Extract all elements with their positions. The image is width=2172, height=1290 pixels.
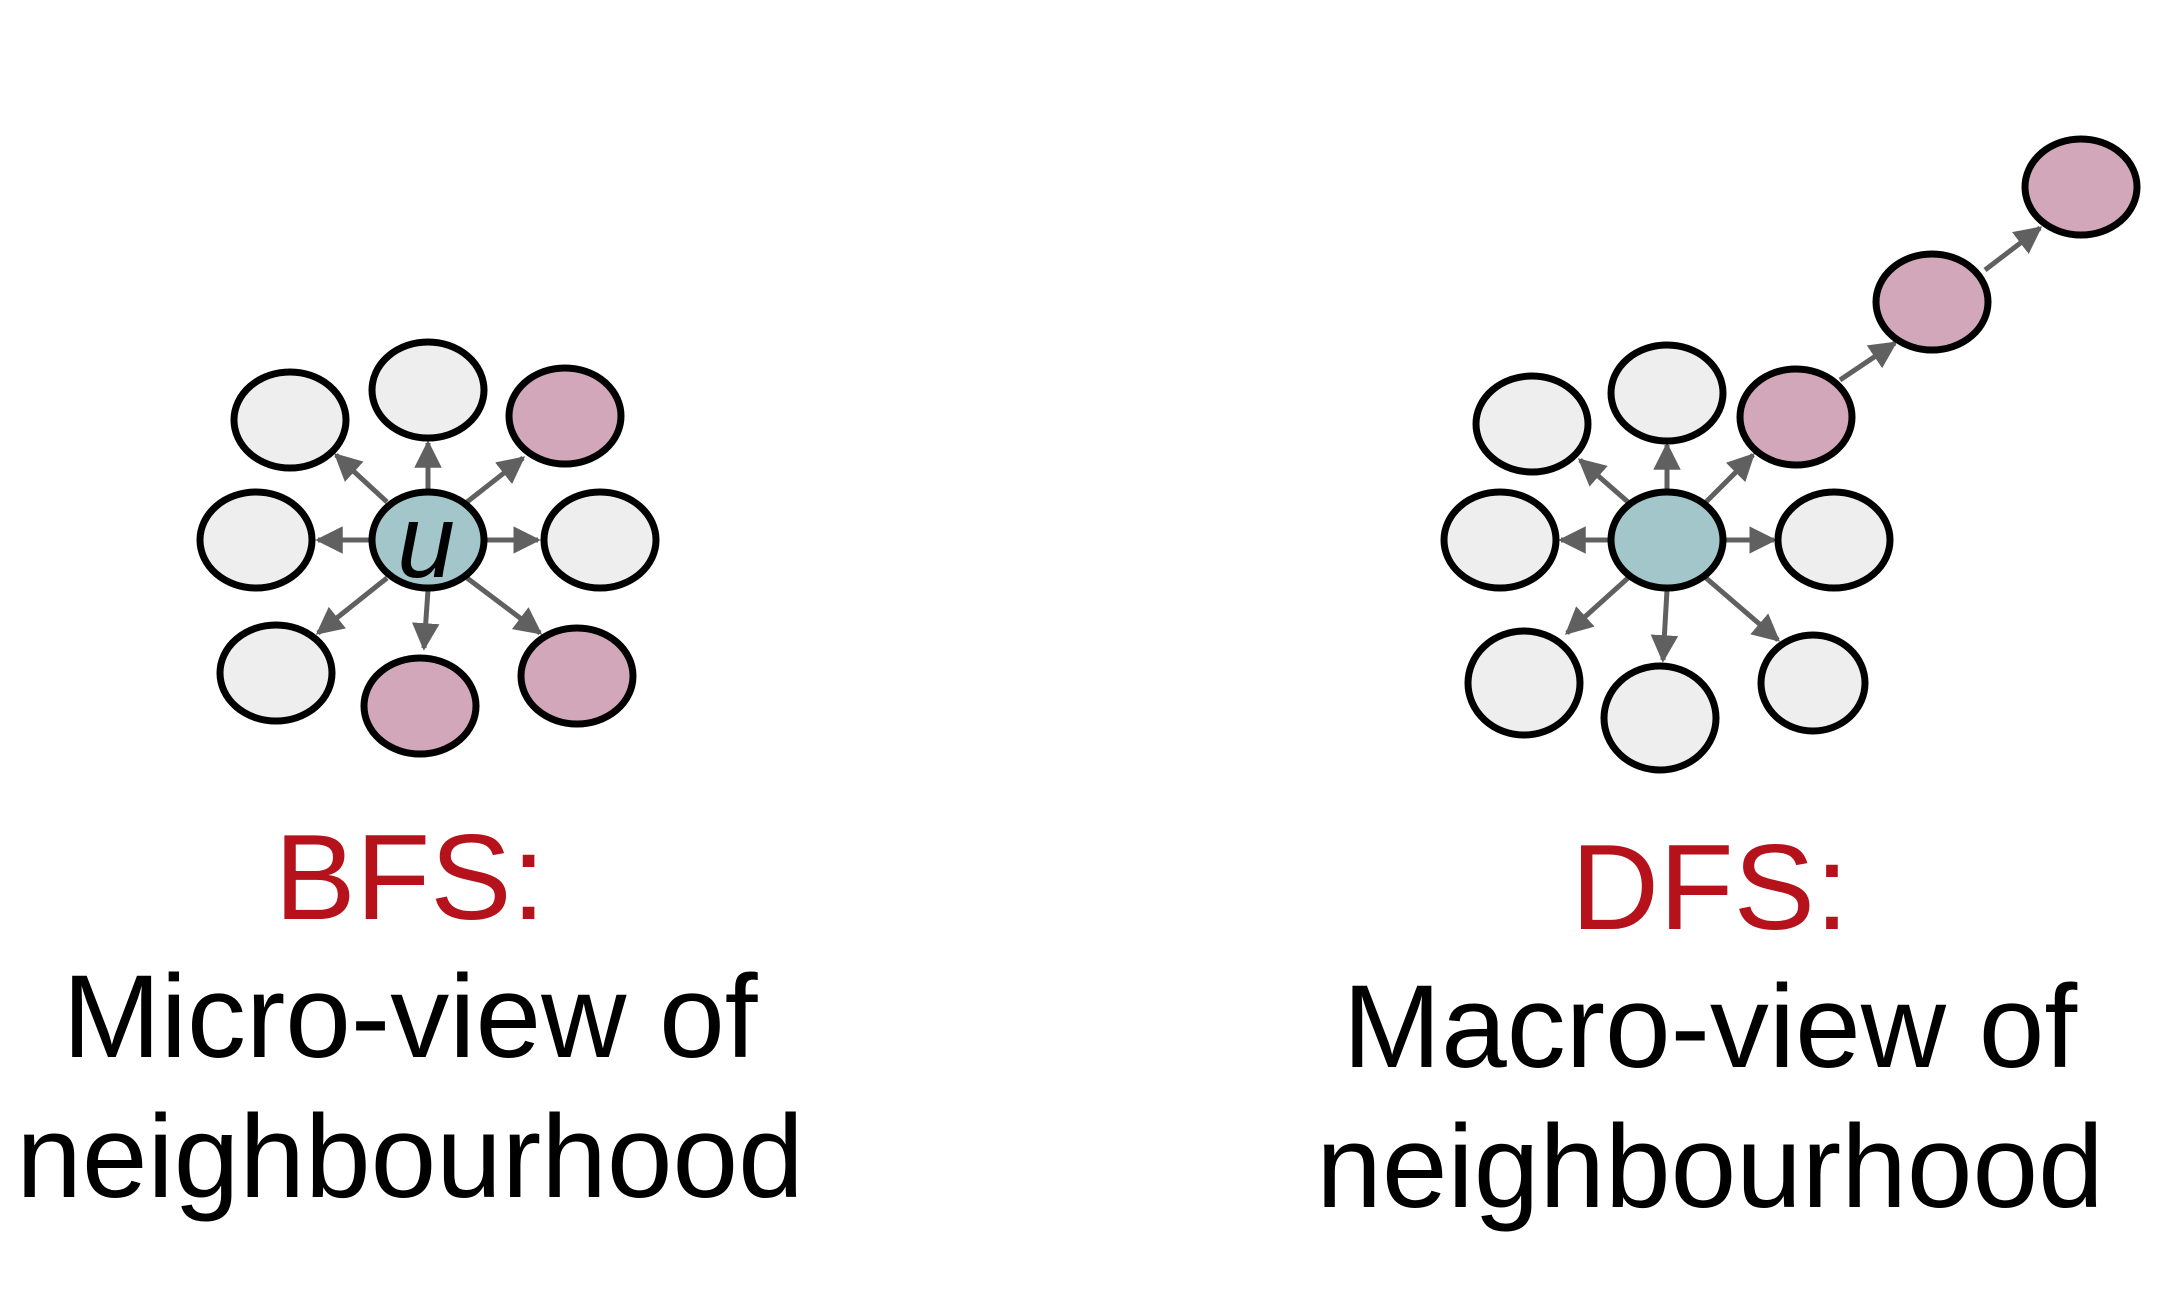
dfs-edges (1558, 226, 2043, 663)
bfs-node-right (540, 488, 660, 592)
dfs-node-chain-2 (1872, 250, 1992, 354)
dfs-node-right (1774, 488, 1894, 592)
bfs-description-line-1: Micro-view of (62, 951, 758, 1083)
bfs-edge-ul (333, 453, 389, 504)
dfs-nodes (1440, 135, 2141, 774)
bfs-heading: BFS: (274, 809, 546, 945)
dfs-description-line-1: Macro-view of (1342, 961, 2078, 1093)
dfs-node-chain-3 (2021, 135, 2141, 239)
dfs-edge-ul (1577, 458, 1630, 504)
bfs-node-lower (360, 654, 480, 758)
bfs-graph: u (196, 338, 660, 758)
dfs-node-upper (1607, 341, 1727, 445)
bfs-node-lower-right (517, 624, 637, 728)
dfs-node-upper-left (1472, 372, 1592, 476)
dfs-description-line-2: neighbourhood (1316, 1101, 2104, 1233)
dfs-edge-dl (1564, 576, 1630, 635)
dfs-graph (1440, 135, 2141, 774)
dfs-node-lower-right (1757, 631, 1869, 735)
dfs-edge-d (1650, 589, 1679, 663)
bfs-node-upper-right (505, 364, 625, 468)
dfs-caption: DFS: Macro-view of neighbourhood (1270, 826, 2150, 1226)
dfs-edge-ur (1704, 453, 1755, 504)
bfs-description-line-2: neighbourhood (16, 1091, 804, 1223)
bfs-caption: BFS: Micro-view of neighbourhood (10, 816, 810, 1216)
bfs-node-lower-left (216, 621, 336, 725)
bfs-node-upper (368, 338, 488, 442)
dfs-edge-chain-2 (1983, 226, 2043, 272)
bfs-edges (315, 440, 543, 651)
dfs-edge-dr (1704, 576, 1781, 642)
dfs-node-upper-right (1736, 365, 1856, 469)
bfs-start-node (368, 488, 488, 592)
dfs-start-node (1607, 488, 1727, 592)
dfs-heading: DFS: (1571, 819, 1849, 955)
bfs-edge-dl (315, 576, 389, 635)
dfs-node-left (1440, 488, 1560, 592)
dfs-node-lower (1600, 662, 1720, 774)
bfs-nodes: u (196, 338, 660, 758)
bfs-edge-ur (465, 456, 526, 504)
bfs-edge-d (411, 589, 440, 651)
bfs-start-node-label: u (397, 484, 455, 600)
bfs-edge-dr (465, 576, 543, 635)
dfs-edge-chain-1 (1838, 340, 1898, 383)
bfs-node-upper-left (230, 368, 350, 472)
bfs-node-left (196, 488, 316, 592)
dfs-node-lower-left (1464, 627, 1584, 739)
